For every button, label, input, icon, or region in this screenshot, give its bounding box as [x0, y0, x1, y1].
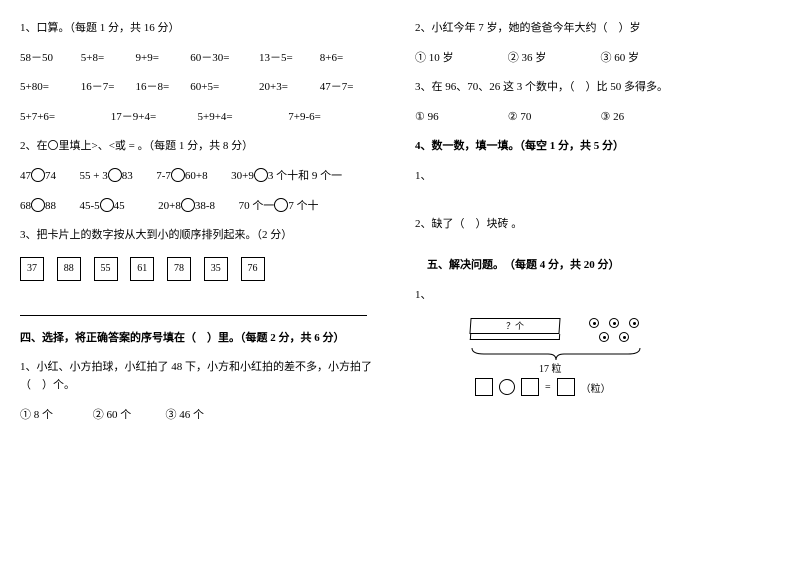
left-column: 1、口算。（每题 1 分，共 16 分） 58－50 5+8= 9+9= 60－… [20, 20, 385, 436]
r-q4-1: 1、 [415, 168, 780, 186]
r-q4-title: 4、数一数，填一填。（每空 1 分，共 5 分） [415, 138, 780, 156]
equation-row: = （粒） [475, 378, 611, 396]
section5-title: 五、解决问题。 （每题 4 分，共 20 分） [427, 257, 780, 275]
dot-icon [629, 318, 639, 328]
box-side [470, 334, 560, 340]
brace-icon [470, 346, 642, 360]
card: 37 [20, 257, 44, 281]
square-box [475, 378, 493, 396]
dot-icon [599, 332, 609, 342]
q2-title: 2、在〇里填上>、<或 = 。（每题 1 分，共 8 分） [20, 138, 385, 156]
card: 88 [57, 257, 81, 281]
q1-title: 1、口算。（每题 1 分，共 16 分） [20, 20, 385, 38]
r-q2-options: ① 10 岁 ② 36 岁 ③ 60 岁 [415, 50, 780, 68]
card: 78 [167, 257, 191, 281]
divider [20, 315, 367, 316]
problem-figure: ？个 17 粒 = （粒） [445, 316, 665, 406]
right-column: 2、小红今年 7 岁，她的爸爸今年大约（ ）岁 ① 10 岁 ② 36 岁 ③ … [415, 20, 780, 436]
q2-row2: 6888 45-545 20+838-8 70 个一7 个十 [20, 198, 385, 216]
r-q2: 2、小红今年 7 岁，她的爸爸今年大约（ ）岁 [415, 20, 780, 38]
sec4-q1-options: ① 8 个 ② 60 个 ③ 46 个 [20, 407, 385, 425]
equals-sign: = [545, 382, 551, 393]
r-q4-2: 2、缺了（ ）块砖 。 [415, 216, 780, 234]
q3-title: 3、把卡片上的数字按从大到小的顺序排列起来。（2 分） [20, 227, 385, 245]
q2-row1: 4774 55 + 383 7-760+8 30+93 个十和 9 个一 [20, 168, 385, 186]
card: 76 [241, 257, 265, 281]
square-box [521, 378, 539, 396]
sec4-q1: 1、小红、小方拍球，小红拍了 48 下，小方和小红拍的差不多，小方拍了（ ）个。 [20, 359, 385, 394]
r-q3-options: ① 96 ② 70 ③ 26 [415, 109, 780, 127]
unit-label: （粒） [581, 380, 611, 395]
q1-row2: 5+80= 16－7= 16－8= 60+5= 20+3= 47－7= [20, 79, 385, 97]
cards-row: 37 88 55 61 78 35 76 [20, 257, 385, 281]
box-top: ？个 [469, 318, 560, 334]
circle-box [499, 379, 515, 395]
dot-icon [609, 318, 619, 328]
dots-group [583, 316, 641, 346]
q1-row1: 58－50 5+8= 9+9= 60－30= 13－5= 8+6= [20, 50, 385, 68]
card: 35 [204, 257, 228, 281]
section4-title: 四、选择，将正确答案的序号填在（ ）里。（每题 2 分，共 6 分） [20, 330, 385, 348]
r-q3: 3、在 96、70、26 这 3 个数中，（ ）比 50 多得多。 [415, 79, 780, 97]
dot-icon [619, 332, 629, 342]
sec5-q1: 1、 [415, 287, 780, 305]
brace-label: 17 粒 [539, 360, 562, 375]
card: 61 [130, 257, 154, 281]
card: 55 [94, 257, 118, 281]
q1-row3: 5+7+6= 17－9+4= 5+9+4= 7+9-6= [20, 109, 385, 127]
square-box [557, 378, 575, 396]
dot-icon [589, 318, 599, 328]
